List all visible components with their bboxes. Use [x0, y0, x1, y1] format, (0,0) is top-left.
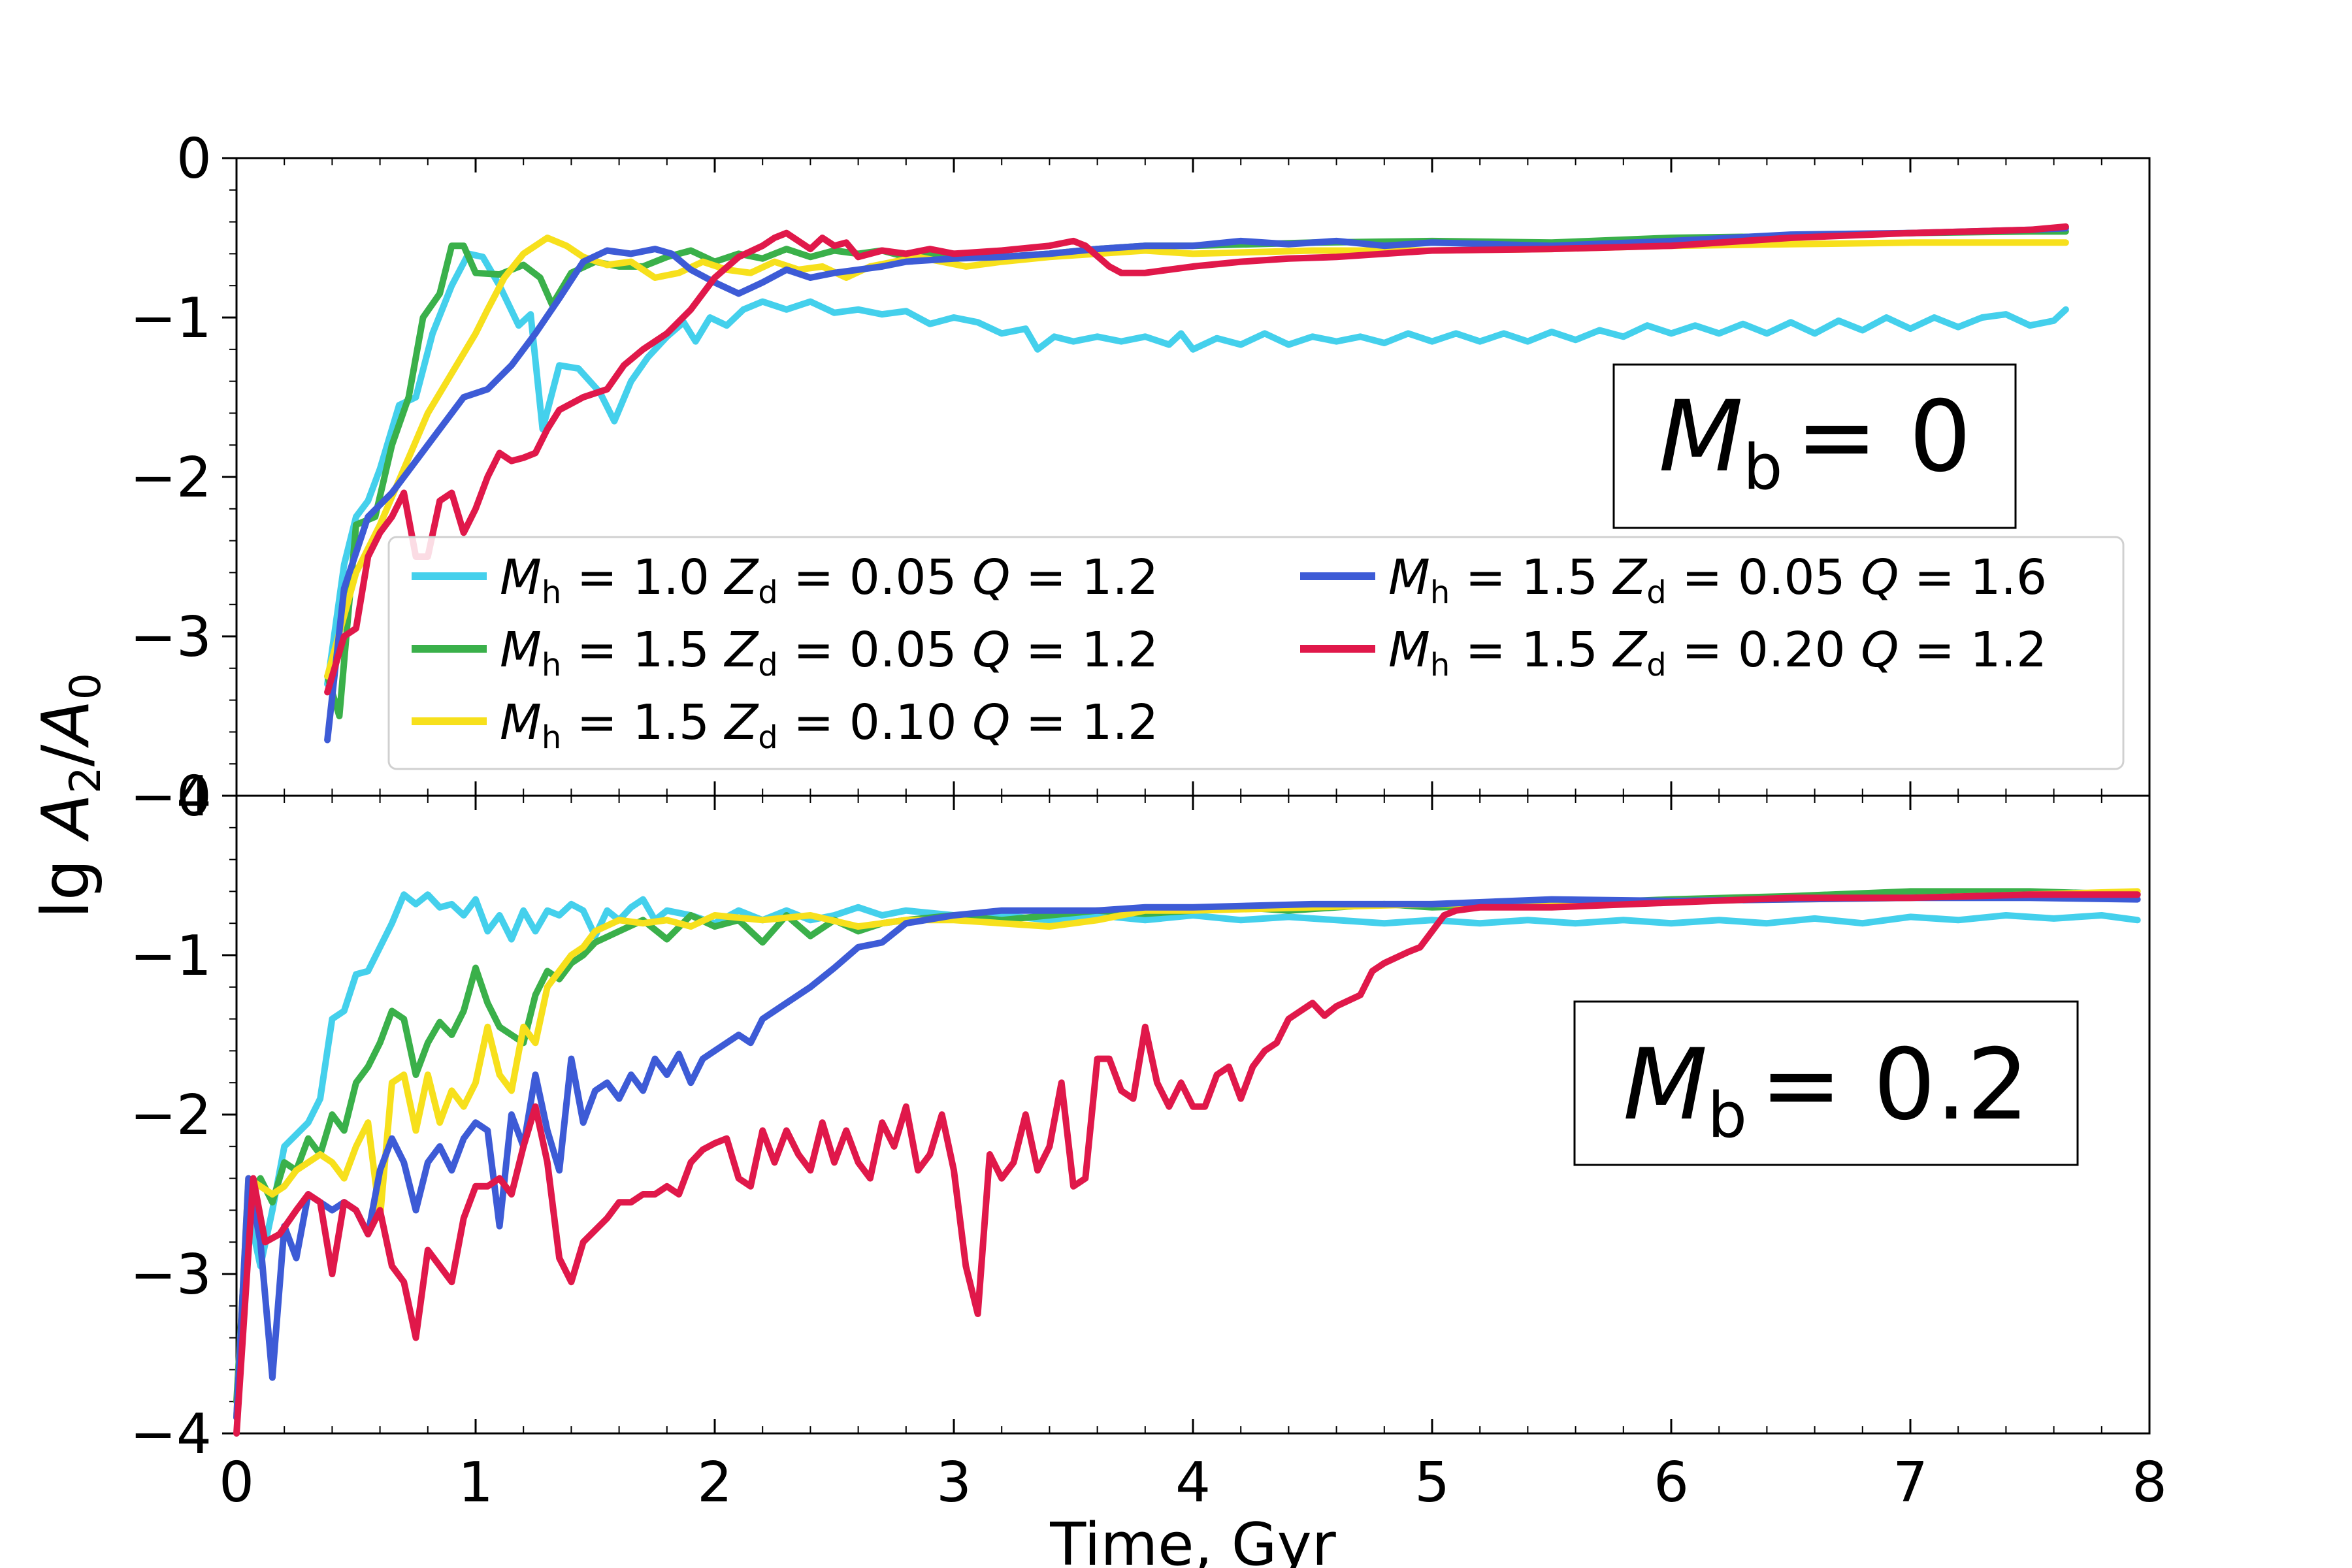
legend-item-c3: Mh = 1.5 Zd = 0.10 Q = 1.2 — [412, 694, 1158, 756]
panel-top-mass-label: Mb = 0 — [1612, 363, 2017, 529]
series-line-c4 — [324, 225, 2069, 743]
panel-top-y-tick-labels: 0 −1 −2 −3 −4 — [130, 127, 212, 829]
panel-bottom-series — [233, 888, 2141, 1437]
x-tick-label: 4 — [1175, 1450, 1211, 1515]
x-tick-label: 5 — [1414, 1450, 1450, 1515]
x-tick-label: 1 — [458, 1450, 493, 1515]
x-tick-label: 8 — [2132, 1450, 2167, 1515]
legend-item-c1: Mh = 1.0 Zd = 0.05 Q = 1.2 — [412, 549, 1158, 611]
legend-label: Mh = 1.0 Zd = 0.05 Q = 1.2 — [500, 549, 1158, 611]
legend-label: Mh = 1.5 Zd = 0.05 Q = 1.6 — [1388, 549, 2047, 611]
legend-label: Mh = 1.5 Zd = 0.10 Q = 1.2 — [500, 694, 1158, 756]
panel-top-label-box — [1612, 363, 2017, 529]
y-tick-label: −2 — [130, 1083, 212, 1148]
panel-bottom-label-text: Mb = 0.2 — [1623, 1028, 2029, 1152]
y-tick-label: −1 — [130, 924, 212, 988]
panel-top: 0 −1 −2 −3 −4 Mb = 0 Mh = 1.0 Zd = 0.05 Q = 1… — [130, 127, 2151, 829]
series-line-c3 — [324, 235, 2069, 679]
y-tick-label: −1 — [130, 286, 212, 351]
legend-label: Mh = 1.5 Zd = 0.20 Q = 1.2 — [1388, 622, 2047, 683]
y-tick-label: −3 — [130, 605, 212, 670]
y-tick-label: −2 — [130, 446, 212, 510]
y-tick-label: −4 — [130, 764, 212, 829]
y-axis-label: lg A2/A0 — [27, 673, 110, 919]
x-tick-labels: 0 1 2 3 4 5 6 7 8 — [219, 1450, 2167, 1515]
x-tick-label: 2 — [697, 1450, 732, 1515]
series-line-c1 — [324, 250, 2069, 688]
panel-top-label-text: Mb = 0 — [1659, 380, 1972, 504]
series-line-c5 — [233, 891, 2141, 1437]
x-tick-label: 3 — [936, 1450, 972, 1515]
panel-bottom-label-box — [1573, 1000, 2079, 1166]
x-tick-label: 7 — [1893, 1450, 1928, 1515]
legend-item-c4: Mh = 1.5 Zd = 0.05 Q = 1.6 — [1300, 549, 2047, 611]
x-axis-label: Time, Gyr — [1049, 1511, 1335, 1568]
panel-bottom-ticks — [222, 794, 2151, 1435]
legend: Mh = 1.0 Zd = 0.05 Q = 1.2 Mh = 1.5 Zd = … — [387, 536, 2125, 770]
legend-label: Mh = 1.5 Zd = 0.05 Q = 1.2 — [500, 622, 1158, 683]
legend-item-c2: Mh = 1.5 Zd = 0.05 Q = 1.2 — [412, 622, 1158, 683]
panel-top-series — [324, 223, 2069, 743]
y-tick-label: −4 — [130, 1402, 212, 1467]
legend-frame — [387, 536, 2125, 770]
panel-bottom-mass-label: Mb = 0.2 — [1573, 1000, 2079, 1166]
y-tick-label: 0 — [176, 127, 212, 191]
legend-item-c5: Mh = 1.5 Zd = 0.20 Q = 1.2 — [1300, 622, 2047, 683]
x-tick-label: 6 — [1654, 1450, 1689, 1515]
y-tick-label: 0 — [176, 764, 212, 829]
series-line-c1 — [233, 891, 2141, 1421]
series-line-c5 — [324, 223, 2069, 696]
panel-bottom: 0 −1 −2 −3 −4 Mb = 0.2 — [130, 764, 2151, 1467]
panel-bottom-y-tick-labels: 0 −1 −2 −3 −4 — [130, 764, 212, 1467]
x-tick-label: 0 — [219, 1450, 254, 1515]
y-tick-label: −3 — [130, 1243, 212, 1307]
